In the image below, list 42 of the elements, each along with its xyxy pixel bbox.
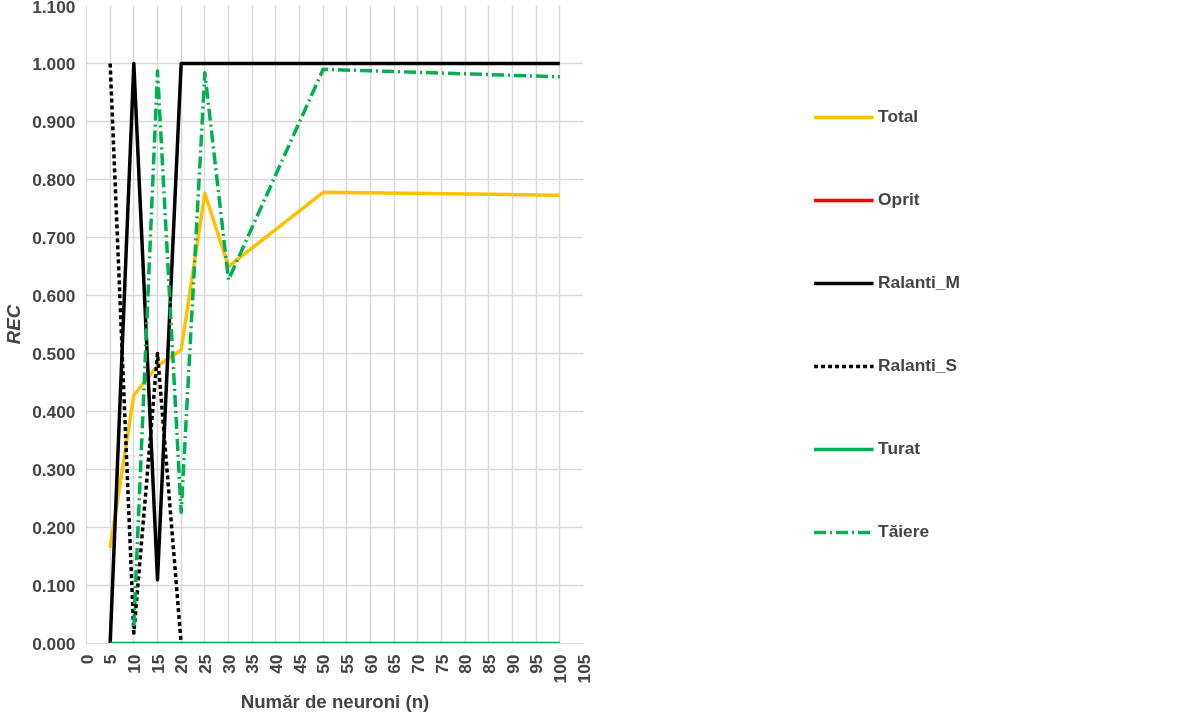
y-tick-label: 0.800 [32, 169, 76, 190]
x-tick-label: 0 [76, 654, 97, 665]
x-tick-label: 45 [289, 654, 310, 674]
legend-label: Turat [878, 438, 921, 459]
legend-label: Ralanti_M [878, 272, 960, 293]
x-tick-label: 105 [573, 654, 594, 684]
y-tick-label: 1.100 [32, 0, 76, 17]
x-tick-label: 10 [123, 654, 144, 674]
x-tick-label: 15 [147, 654, 168, 674]
x-tick-label: 40 [265, 654, 286, 674]
y-tick-label: 0.600 [32, 285, 76, 306]
legend-label: Tăiere [878, 521, 930, 542]
x-tick-label: 70 [407, 654, 428, 674]
y-tick-label: 0.300 [32, 459, 76, 480]
x-tick-label: 80 [455, 654, 476, 674]
legend-label: Total [878, 106, 919, 127]
y-tick-label: 1.000 [32, 53, 76, 74]
x-tick-label: 65 [384, 654, 405, 674]
y-tick-label: 0.000 [32, 633, 76, 654]
x-tick-label: 90 [502, 654, 523, 674]
x-tick-label: 95 [526, 654, 547, 674]
x-tick-label: 100 [549, 654, 570, 684]
x-axis-title: Număr de neuroni (n) [240, 691, 430, 713]
y-tick-label: 0.100 [32, 575, 76, 596]
y-tick-label: 0.500 [32, 343, 76, 364]
x-tick-label: 55 [336, 654, 357, 674]
x-tick-label: 35 [242, 654, 263, 674]
y-tick-label: 0.700 [32, 227, 76, 248]
x-tick-label: 30 [218, 654, 239, 674]
y-tick-label: 0.900 [32, 111, 76, 132]
legend-label: Oprit [878, 189, 920, 210]
y-tick-label: 0.200 [32, 517, 76, 538]
x-tick-label: 5 [100, 654, 121, 665]
x-tick-label: 75 [431, 654, 452, 674]
x-tick-label: 25 [194, 654, 215, 674]
x-tick-label: 85 [478, 654, 499, 674]
x-tick-label: 50 [313, 654, 334, 674]
legend-label: Ralanti_S [878, 355, 958, 376]
y-tick-label: 0.400 [32, 401, 76, 422]
x-tick-label: 20 [171, 654, 192, 674]
y-axis-title: REC [3, 304, 25, 345]
x-tick-label: 60 [360, 654, 381, 674]
